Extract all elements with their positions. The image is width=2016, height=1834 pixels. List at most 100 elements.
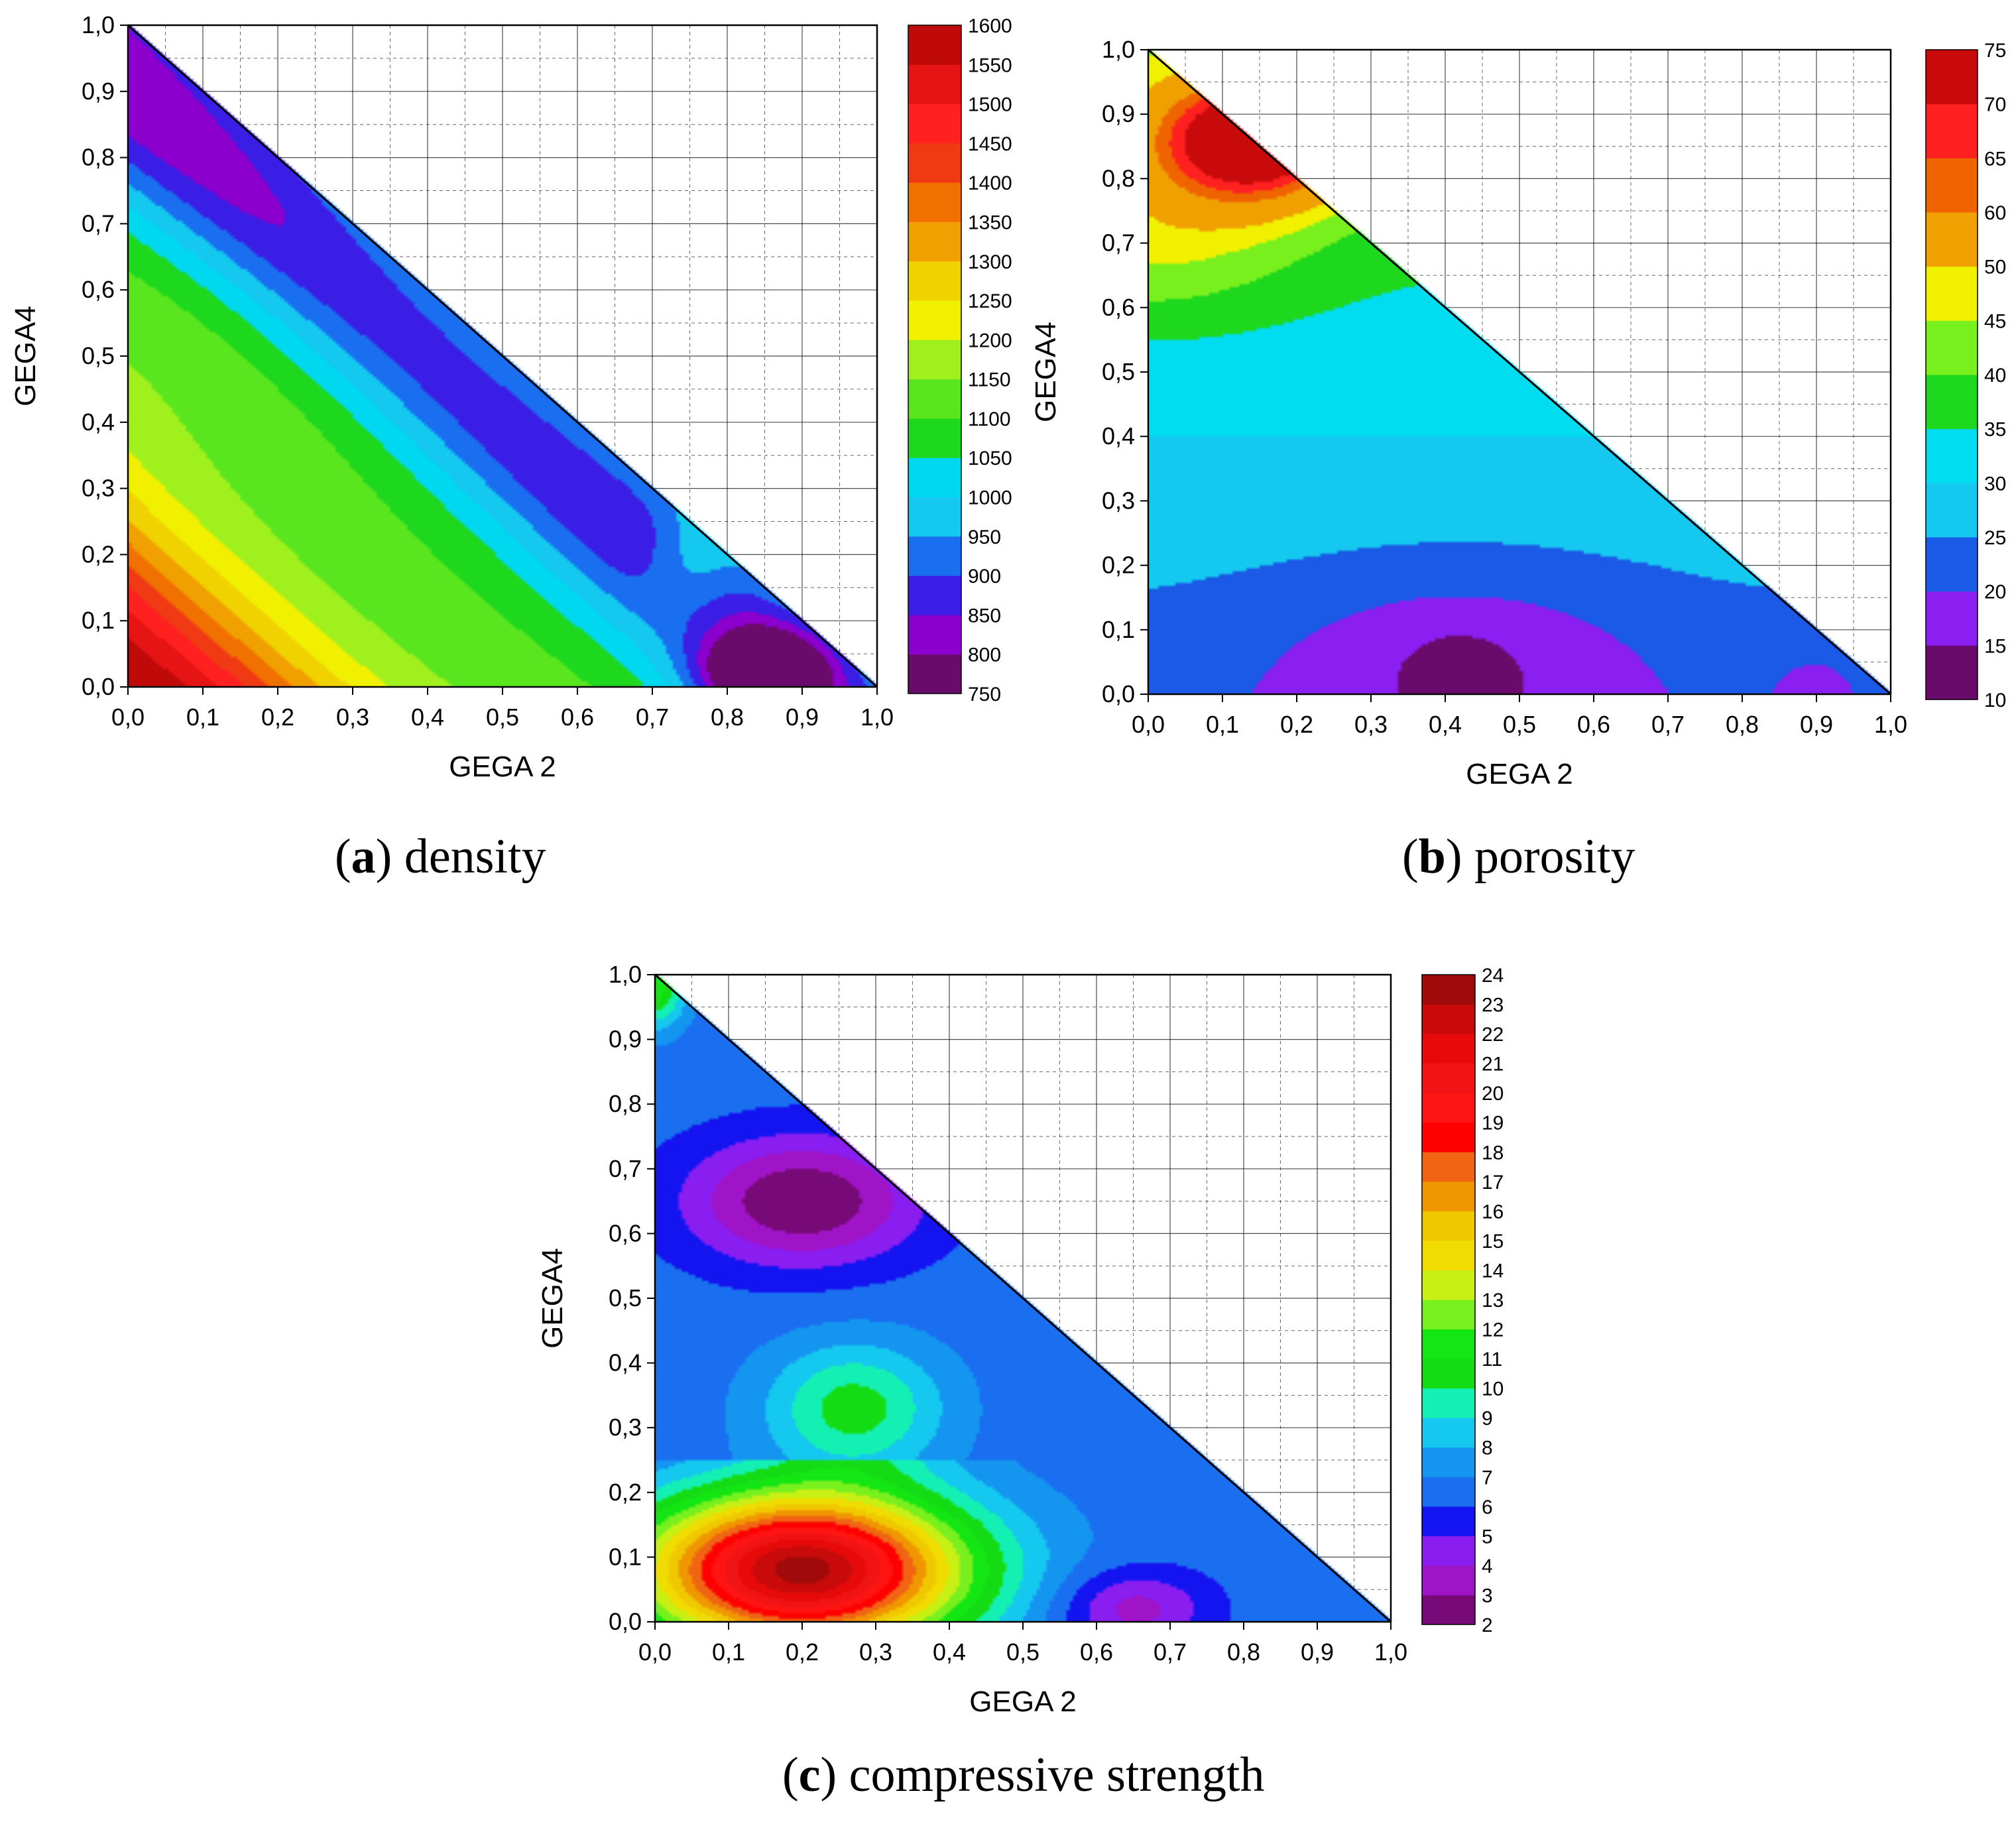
colorbar-label: 65: [1984, 148, 2006, 170]
y-tick-label: 0,2: [82, 540, 115, 568]
colorbar-band: [1422, 1270, 1475, 1300]
colorbar-band: [908, 64, 961, 105]
colorbar-band: [1926, 428, 1978, 483]
x-tick-label: 0,8: [711, 703, 744, 731]
y-tick-label: 0,8: [1102, 164, 1135, 192]
x-tick-label: 0,6: [561, 703, 594, 731]
colorbar-label: 30: [1984, 473, 2006, 495]
y-tick-label: 0,8: [609, 1090, 642, 1117]
colorbar-label: 1250: [968, 290, 1012, 312]
colorbar-label: 45: [1984, 310, 2006, 332]
colorbar-label: 11: [1482, 1349, 1502, 1371]
x-tick-label: 0,3: [859, 1638, 892, 1666]
x-tick-label: 1,0: [1374, 1638, 1407, 1666]
colorbar-label: 19: [1482, 1113, 1504, 1134]
x-tick-label: 0,6: [1080, 1638, 1113, 1666]
colorbar-band: [1926, 320, 1978, 375]
x-axis-label: GEGA 2: [449, 751, 556, 783]
y-tick-label: 0,5: [82, 342, 115, 369]
x-tick-label: 0,0: [111, 703, 145, 731]
colorbar-label: 1050: [968, 448, 1012, 469]
x-tick-label: 0,4: [411, 703, 444, 731]
y-axis-label: GEGA4: [9, 306, 42, 406]
y-tick-label: 0,7: [82, 210, 115, 237]
y-tick-label: 0,7: [609, 1155, 642, 1182]
colorbar-label: 70: [1984, 94, 2006, 116]
colorbar-label: 60: [1984, 202, 2006, 224]
colorbar-band: [908, 418, 961, 458]
colorbar-label: 1350: [968, 212, 1012, 233]
colorbar-label: 15: [1482, 1231, 1504, 1253]
colorbar-band: [908, 379, 961, 419]
x-tick-label: 0,7: [1154, 1638, 1187, 1666]
colorbar-label: 14: [1482, 1260, 1504, 1282]
colorbar-label: 8: [1482, 1437, 1493, 1459]
colorbar-label: 21: [1482, 1054, 1504, 1075]
colorbar-label: 23: [1482, 995, 1504, 1016]
x-tick-label: 0,0: [638, 1638, 672, 1666]
x-tick-label: 0,4: [933, 1638, 966, 1666]
colorbar-band: [1422, 1211, 1475, 1241]
colorbar-label: 16: [1482, 1201, 1504, 1223]
colorbar-band: [908, 261, 961, 301]
y-tick-label: 0,4: [609, 1349, 642, 1376]
x-tick-label: 0,1: [186, 703, 219, 731]
y-tick-label: 0,1: [82, 607, 115, 634]
colorbar-band: [1422, 1034, 1475, 1064]
x-tick-label: 0,2: [261, 703, 294, 731]
x-tick-label: 0,9: [1800, 711, 1833, 738]
panel-b-porosity: 0,0 0,1 0,2 0,3 0,4 0,5 0,6 0,7 0,8 0,9 1,0 0,0 0,1 0…: [1030, 36, 2006, 790]
y-tick-label: 0,4: [1102, 422, 1135, 450]
y-tick-label: 0,3: [82, 475, 115, 502]
colorbar-band: [1926, 483, 1978, 538]
colorbar-band: [908, 25, 961, 65]
colorbar-label: 35: [1984, 419, 2006, 441]
colorbar-label: 1000: [968, 487, 1012, 509]
colorbar-band: [908, 103, 961, 144]
panel-c-compressive-strength: 0,0 0,1 0,2 0,3 0,4 0,5 0,6 0,7 0,8 0,9 1,0 0,0 0,1 0…: [536, 961, 1504, 1718]
x-tick-label: 0,8: [1227, 1638, 1260, 1666]
y-tick-label: 0,7: [1102, 229, 1135, 257]
colorbar-label: 1600: [968, 15, 1012, 37]
colorbar-band: [1926, 50, 1978, 105]
y-tick-label: 0,2: [609, 1479, 642, 1506]
x-tick-label: 0,6: [1577, 711, 1610, 738]
y-tick-label: 0,5: [1102, 358, 1135, 385]
colorbar-label: 20: [1482, 1083, 1504, 1105]
x-tick-label: 1,0: [860, 703, 894, 731]
colorbar-label: 10: [1984, 690, 2006, 711]
colorbar-frame: [1421, 974, 1476, 1625]
colorbar-band: [908, 143, 961, 183]
colorbar-band: [908, 576, 961, 615]
colorbar-band: [1422, 1300, 1475, 1330]
x-tick-label: 0,5: [486, 703, 519, 731]
colorbar-band: [1422, 1240, 1475, 1270]
colorbar-band: [908, 221, 961, 262]
colorbar-label: 1200: [968, 330, 1012, 351]
x-tick-label: 0,7: [636, 703, 669, 731]
colorbar-label: 950: [968, 526, 1001, 548]
colorbar-band: [1422, 1388, 1475, 1418]
y-tick-label: 0,2: [1102, 552, 1135, 579]
colorbar-band: [908, 182, 961, 222]
y-tick-label: 1,0: [1102, 36, 1135, 63]
colorbar-label: 20: [1984, 581, 2006, 603]
colorbar-label: 1400: [968, 172, 1012, 194]
colorbar-label: 5: [1482, 1526, 1493, 1548]
x-tick-label: 0,7: [1651, 711, 1685, 738]
colorbar-label: 18: [1482, 1142, 1504, 1164]
colorbar-band: [1422, 975, 1475, 1005]
colorbar-band: [1926, 158, 1978, 213]
colorbar-band: [1422, 1506, 1475, 1536]
y-tick-label: 0,5: [609, 1284, 642, 1312]
y-tick-label: 0,1: [1102, 616, 1135, 643]
x-tick-label: 0,5: [1503, 711, 1536, 738]
colorbar-band: [1926, 645, 1978, 700]
x-tick-label: 0,4: [1429, 711, 1462, 738]
y-tick-label: 0,6: [1102, 294, 1135, 321]
colorbar-label: 800: [968, 644, 1001, 666]
panel-a-density: 0,0 0,1 0,2 0,3 0,4 0,5 0,6 0,7 0,8 0,9 1,0 0,0 0,1 0…: [9, 11, 1012, 783]
caption-a: (a) density: [335, 829, 546, 884]
colorbar-band: [908, 339, 961, 380]
